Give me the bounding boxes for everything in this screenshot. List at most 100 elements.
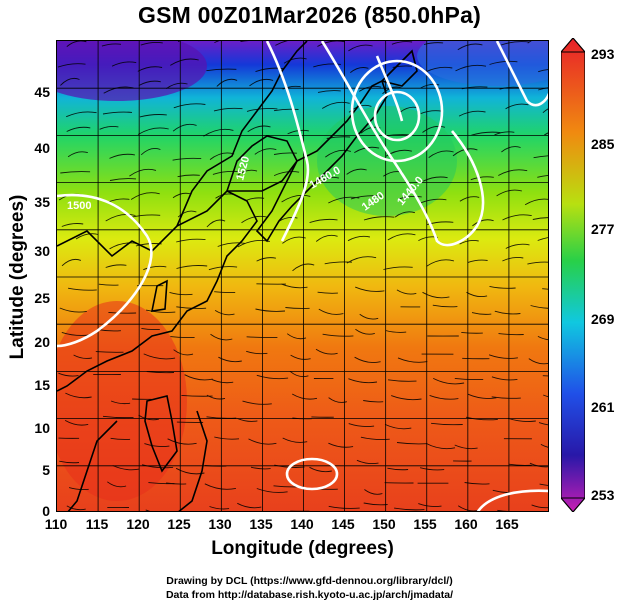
- streamline: [61, 258, 82, 267]
- streamline: [105, 264, 127, 268]
- streamline: [209, 152, 235, 160]
- y-tick-label: 15: [34, 377, 50, 393]
- streamline: [176, 265, 208, 269]
- streamline: [507, 417, 536, 422]
- streamline: [428, 150, 454, 158]
- streamline: [105, 214, 136, 222]
- colorbar: [561, 38, 585, 512]
- y-tick-label: 0: [42, 503, 50, 519]
- streamline: [247, 125, 271, 133]
- streamline: [246, 350, 268, 355]
- streamline: [355, 286, 385, 292]
- streamline: [109, 242, 139, 250]
- streamline: [423, 176, 448, 182]
- x-tick-label: 110: [44, 516, 68, 532]
- streamline: [206, 68, 237, 72]
- streamline: [282, 437, 308, 443]
- streamline: [65, 392, 92, 399]
- colorbar-tick: 277: [591, 221, 615, 237]
- streamline: [524, 198, 548, 206]
- streamline: [249, 78, 274, 87]
- streamline: [292, 417, 312, 420]
- y-tick-label: 10: [34, 420, 50, 436]
- streamline: [328, 442, 354, 448]
- streamline: [250, 466, 271, 470]
- streamline: [467, 393, 497, 399]
- streamline: [103, 86, 134, 94]
- streamline: [313, 63, 341, 68]
- colorbar-tick: 261: [591, 399, 615, 415]
- streamline: [246, 336, 278, 338]
- streamline: [204, 465, 227, 467]
- y-tick-label: 35: [34, 194, 50, 210]
- streamline: [321, 101, 350, 109]
- cold-patch: [57, 41, 207, 101]
- y-tick-label: 20: [34, 334, 50, 350]
- streamline: [290, 354, 311, 360]
- streamline: [110, 437, 131, 440]
- streamline: [291, 393, 318, 400]
- streamline: [237, 502, 262, 509]
- streamline: [356, 459, 379, 465]
- streamline: [141, 464, 174, 469]
- streamline: [396, 442, 428, 445]
- streamline: [146, 371, 175, 374]
- x-tick-label: 135: [249, 516, 273, 532]
- streamline: [281, 194, 311, 203]
- streamline: [256, 257, 276, 262]
- streamline: [206, 394, 226, 400]
- streamline: [146, 309, 176, 313]
- colorbar-tick: 285: [591, 136, 615, 152]
- streamline: [246, 107, 278, 112]
- streamline: [130, 192, 160, 200]
- streamline: [454, 444, 478, 450]
- streamline: [172, 157, 202, 161]
- streamline: [455, 64, 487, 72]
- grid-lines: [57, 41, 548, 511]
- streamline: [527, 41, 532, 44]
- streamline: [423, 42, 444, 45]
- streamline: [458, 110, 486, 117]
- streamline: [459, 196, 480, 202]
- streamline: [392, 65, 413, 68]
- streamline: [66, 126, 91, 132]
- streamline: [173, 349, 194, 356]
- streamline: [489, 285, 516, 289]
- streamline: [502, 214, 532, 221]
- streamline: [241, 215, 269, 224]
- x-tick-label: 125: [167, 516, 191, 532]
- streamline: [502, 256, 524, 262]
- streamline: [129, 168, 157, 177]
- streamline: [383, 266, 413, 270]
- streamline: [542, 288, 548, 290]
- streamline: [538, 87, 548, 91]
- streamline: [285, 307, 310, 309]
- streamline: [470, 176, 494, 181]
- streamline: [218, 356, 242, 363]
- streamline: [169, 291, 193, 296]
- streamline: [494, 310, 521, 315]
- x-tick-label: 120: [126, 516, 150, 532]
- x-tick-label: 165: [495, 516, 519, 532]
- streamline: [255, 67, 285, 73]
- streamline: [363, 502, 388, 506]
- x-tick-label: 150: [372, 516, 396, 532]
- streamline: [322, 333, 354, 337]
- streamline: [242, 400, 272, 405]
- map-canvas: 1500 1520 1440.0 1460.0 1480: [57, 41, 548, 511]
- streamline: [420, 83, 440, 89]
- streamline: [488, 354, 518, 359]
- height-contours: [57, 41, 548, 511]
- streamline: [538, 422, 548, 426]
- streamline: [531, 504, 548, 509]
- streamline: [283, 57, 307, 64]
- streamline: [216, 78, 238, 87]
- streamline: [539, 483, 548, 486]
- streamline: [59, 307, 87, 313]
- streamline: [273, 171, 300, 177]
- streamline: [359, 85, 382, 92]
- streamline: [500, 41, 530, 46]
- streamline: [396, 289, 417, 295]
- streamline: [363, 216, 395, 221]
- streamline: [466, 291, 488, 298]
